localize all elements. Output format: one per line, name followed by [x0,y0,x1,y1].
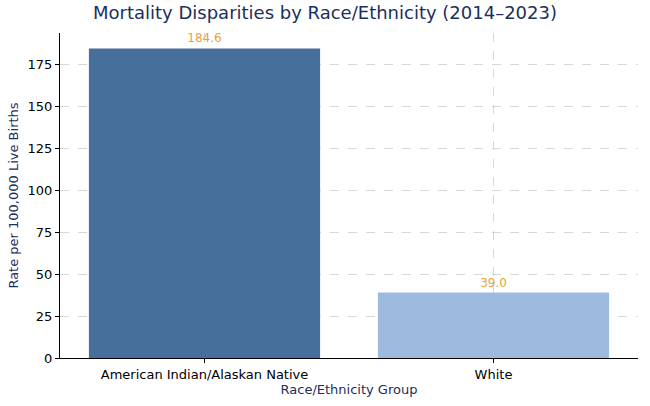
svg-text:125: 125 [28,141,53,156]
svg-text:150: 150 [28,99,53,114]
svg-text:39.0: 39.0 [480,276,507,290]
svg-text:175: 175 [28,57,53,72]
svg-text:Mortality Disparities by Race/: Mortality Disparities by Race/Ethnicity … [93,2,557,23]
svg-text:184.6: 184.6 [187,31,221,45]
svg-text:White: White [475,367,513,382]
svg-text:100: 100 [28,183,53,198]
svg-text:75: 75 [36,225,53,240]
svg-text:0: 0 [44,351,52,366]
svg-text:50: 50 [36,267,53,282]
svg-text:American Indian/Alaskan Native: American Indian/Alaskan Native [101,367,309,382]
svg-text:25: 25 [36,309,53,324]
svg-text:Rate per 100,000 Live Births: Rate per 100,000 Live Births [6,102,21,288]
svg-text:Race/Ethnicity Group: Race/Ethnicity Group [281,382,418,397]
